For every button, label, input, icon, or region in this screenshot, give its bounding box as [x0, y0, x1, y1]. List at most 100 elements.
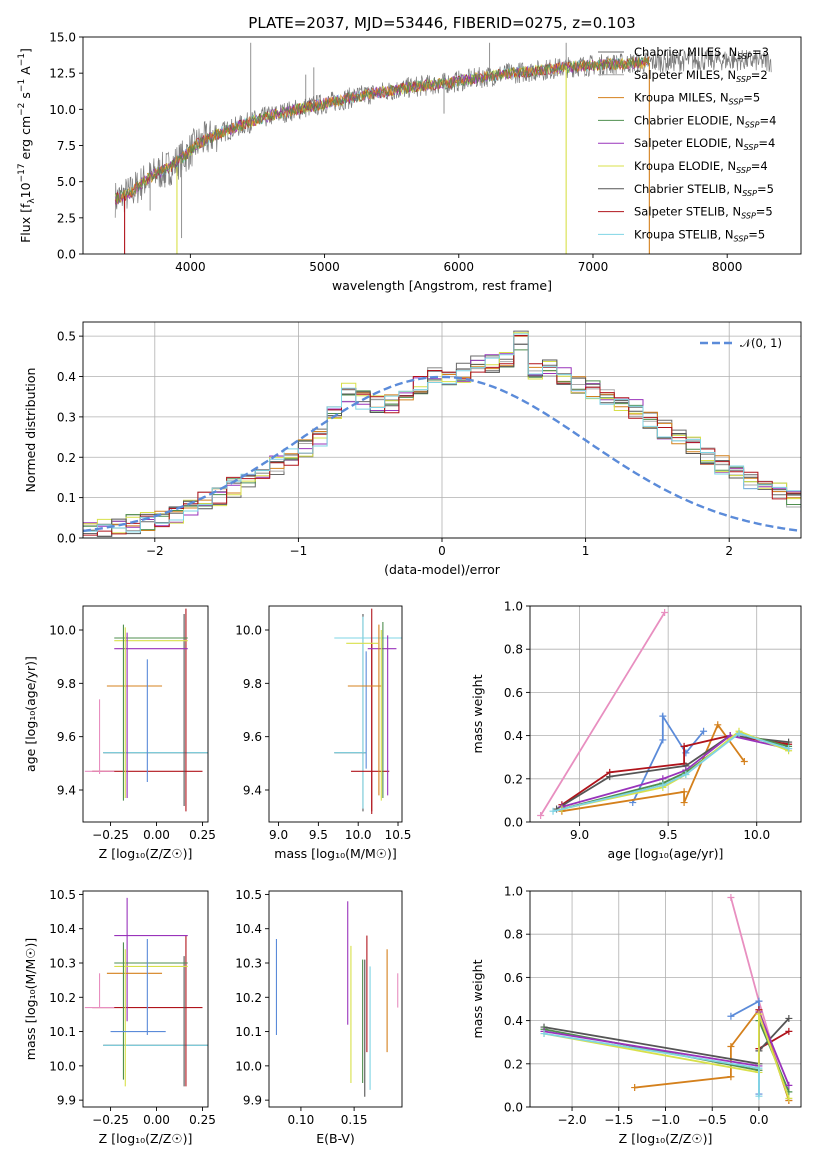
weight-marker — [727, 1073, 735, 1081]
histogram-kroupa-miles — [83, 335, 801, 531]
series-model-salpeter-stelib — [114, 55, 650, 205]
weight-marker — [661, 608, 669, 616]
x-tick-label: 7000 — [578, 260, 609, 274]
x-tick-label: 0.15 — [341, 1113, 368, 1127]
legend-entry-sub: SSP — [744, 143, 759, 152]
y-tick-label: 0.1 — [57, 491, 76, 505]
x-tick-label: 4000 — [175, 260, 206, 274]
x-tick-label: 10.0 — [345, 828, 372, 842]
legend-entry: Salpeter ELODIE, NSSP=4 — [634, 136, 775, 152]
plot-area-weight_vs_Z — [540, 893, 793, 1105]
weight-marker — [549, 807, 557, 815]
y-tick-label: 2.5 — [57, 211, 76, 225]
y-tick-label: 0.4 — [57, 370, 76, 384]
y-tick-label: 10.0 — [49, 103, 76, 117]
y-tick-label: 0.2 — [57, 451, 76, 465]
weight-marker — [682, 770, 690, 778]
weight-marker — [785, 1094, 793, 1102]
y-axis-label-part: s — [18, 92, 33, 103]
weight-marker — [659, 781, 667, 789]
legend-entry-value: =4 — [760, 113, 777, 127]
legend-entry: 𝒩(0, 1) — [740, 336, 782, 350]
legend-entry-sub: SSP — [741, 212, 756, 221]
x-axis-label: Z [log₁₀(Z/Z☉)] — [99, 846, 193, 861]
x-axis-label: Z [log₁₀(Z/Z☉)] — [99, 1131, 193, 1146]
legend-entry-sub: SSP — [737, 52, 752, 61]
panel-mass_vs_Z: −0.25 0.00 0.25 9.9 10.0 10.1 10.2 10.3 10.4 10.5… — [23, 888, 216, 1146]
y-tick-label: 0.0 — [57, 532, 76, 546]
series-model-kroupa-stelib — [114, 56, 650, 204]
y-tick-label: 10.5 — [235, 888, 262, 902]
legend-entry-sub: SSP — [736, 75, 751, 84]
y-tick-label: 10.1 — [49, 1025, 76, 1039]
y-axis-label-part: erg cm — [18, 116, 33, 164]
legend-entry-name: Chabrier MILES, N — [634, 45, 737, 59]
x-tick-label: 9.0 — [269, 828, 288, 842]
y-tick-label: 10.2 — [235, 991, 262, 1005]
axes-frame — [268, 605, 403, 823]
plot-area-age_vs_mass — [334, 608, 402, 814]
x-tick-label: 2 — [725, 544, 733, 558]
y-tick-label: 9.9 — [57, 1094, 76, 1108]
x-axis-label: Z [log₁₀(Z/Z☉)] — [619, 1131, 713, 1146]
x-axis-label: mass [log₁₀(M/M☉)] — [274, 846, 396, 861]
x-tick-label: 8000 — [712, 260, 743, 274]
legend-entry-sub: SSP — [745, 120, 760, 129]
weight-marker — [785, 1014, 793, 1022]
y-tick-label: 10.2 — [49, 991, 76, 1005]
legend-entry: Chabrier ELODIE, NSSP=4 — [634, 113, 776, 129]
legend-entry-name: Salpeter MILES, N — [634, 68, 736, 82]
series-model-kroupa-elodie — [114, 57, 650, 205]
x-tick-label: 10.0 — [743, 828, 770, 842]
series-model-salpeter-elodie — [114, 58, 650, 205]
legend-entry-value: =3 — [752, 45, 769, 59]
grid-weight_vs_age — [530, 605, 801, 823]
y-axis-label-part: −1 — [17, 79, 27, 92]
legend-entry: Salpeter MILES, NSSP=2 — [634, 68, 768, 84]
legend-entry-name: Kroupa STELIB, N — [634, 227, 734, 241]
panel-mass_vs_ebv: 0.10 0.15 9.9 10.0 10.1 10.2 10.3 10.4 10.5 E(B-V… — [235, 888, 403, 1146]
histogram-chabrier-stelib — [83, 343, 801, 537]
weight-marker — [659, 736, 667, 744]
y-tick-label: 10.1 — [235, 1025, 262, 1039]
y-tick-label: 0.6 — [504, 686, 523, 700]
weight-marker — [537, 812, 545, 820]
weight-marker — [631, 1084, 639, 1092]
series-model-kroupa-miles — [114, 56, 650, 205]
plot-area-spectrum — [114, 42, 772, 254]
y-axis-label: Flux [fλ10−17 erg cm−2 s−1 A−1] — [17, 48, 37, 243]
weight-marker — [727, 1012, 735, 1020]
y-tick-label: 7.5 — [57, 139, 76, 153]
panel-residuals: −2 −1 0 1 2 0.0 0.1 0.2 0.3 0.4 0.5 (data-model)/er… — [23, 321, 802, 577]
y-tick-label: 0.8 — [504, 928, 523, 942]
x-axis-label: wavelength [Angstrom, rest frame] — [332, 278, 552, 293]
x-tick-label: −2.0 — [557, 1113, 586, 1127]
x-tick-label: 10.5 — [385, 828, 412, 842]
x-tick-label: 9.5 — [309, 828, 328, 842]
weight-line-salpeter-elodie — [561, 734, 789, 808]
x-tick-label: 0.25 — [189, 828, 216, 842]
y-tick-label: 0.0 — [57, 248, 76, 262]
panel-spectrum: 4000 5000 6000 7000 8000 0.0 2.5 5.0 7.5 10.0 12.5… — [49, 31, 802, 293]
y-tick-label: 10.4 — [49, 922, 76, 936]
plot-area-mass_vs_Z — [84, 897, 208, 1087]
y-tick-label: 9.6 — [57, 730, 76, 744]
y-axis-label-part: 10 — [18, 182, 33, 198]
y-tick-label: 0.0 — [504, 1101, 523, 1115]
y-tick-label: 15.0 — [49, 31, 76, 45]
x-axis-label: (data-model)/error — [384, 562, 501, 577]
panel-weight_vs_age: 9.0 9.5 10.0 0.0 0.2 0.4 0.6 0.8 1.0 age [log₁₀(a… — [470, 600, 802, 861]
y-tick-label: 10.0 — [49, 624, 76, 638]
axes-frame — [82, 890, 209, 1108]
legend-entry-value: =5 — [748, 227, 765, 241]
y-tick-label: 0.4 — [504, 1014, 523, 1028]
axes-frame — [82, 605, 209, 823]
legend-entry-name: Kroupa ELODIE, N — [634, 159, 736, 173]
y-tick-label: 0.0 — [504, 816, 523, 830]
x-tick-label: 5000 — [309, 260, 340, 274]
y-axis-label: age [log₁₀(age/yr)] — [23, 656, 38, 772]
y-axis-label-part: −1 — [17, 53, 27, 66]
y-tick-label: 9.4 — [57, 784, 76, 798]
legend-entry-value: =4 — [758, 136, 775, 150]
histogram-kroupa-stelib — [83, 333, 801, 533]
